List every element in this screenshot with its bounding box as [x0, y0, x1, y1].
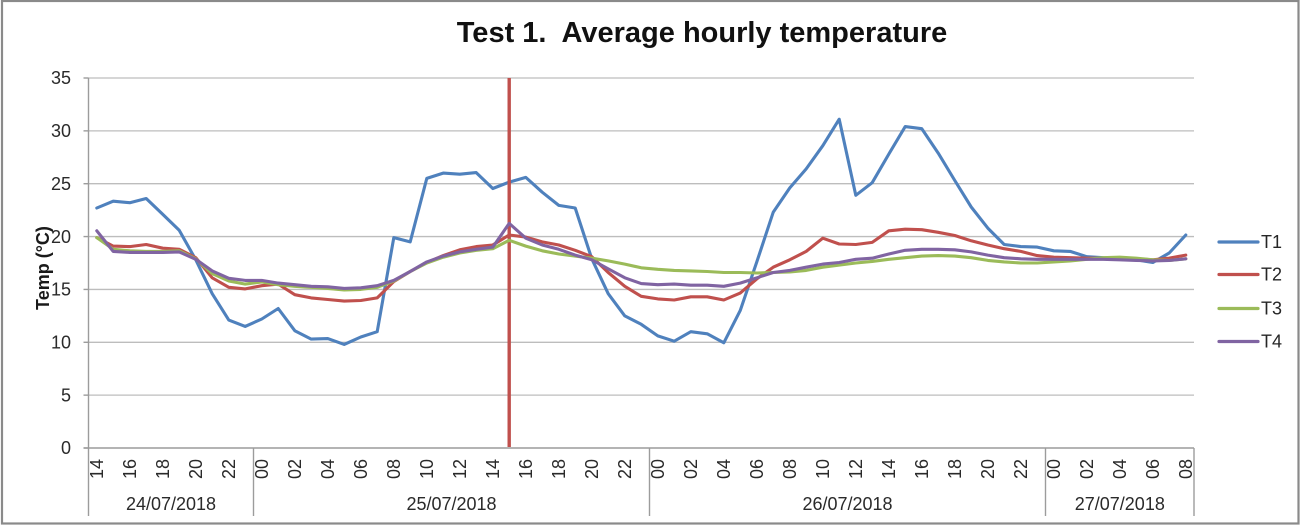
svg-text:00: 00: [1044, 459, 1064, 479]
svg-text:14: 14: [483, 459, 503, 479]
svg-text:Test 1. Average hourly temper: Test 1. Average hourly temperature: [457, 17, 947, 49]
svg-text:20: 20: [978, 459, 998, 479]
svg-text:04: 04: [1110, 459, 1130, 479]
svg-text:08: 08: [1176, 459, 1196, 479]
svg-text:25/07/2018: 25/07/2018: [406, 494, 496, 514]
svg-text:06: 06: [1143, 459, 1163, 479]
svg-text:24/07/2018: 24/07/2018: [126, 494, 216, 514]
svg-text:20: 20: [51, 227, 71, 247]
svg-text:T3: T3: [1261, 299, 1282, 319]
svg-text:16: 16: [516, 459, 536, 479]
svg-text:18: 18: [945, 459, 965, 479]
svg-text:26/07/2018: 26/07/2018: [802, 494, 892, 514]
svg-text:00: 00: [252, 459, 272, 479]
svg-text:02: 02: [681, 459, 701, 479]
svg-text:22: 22: [615, 459, 635, 479]
svg-text:08: 08: [384, 459, 404, 479]
svg-text:15: 15: [51, 280, 71, 300]
svg-text:30: 30: [51, 121, 71, 141]
svg-text:12: 12: [846, 459, 866, 479]
svg-text:T4: T4: [1261, 332, 1282, 352]
svg-text:22: 22: [219, 459, 239, 479]
svg-text:18: 18: [549, 459, 569, 479]
svg-text:02: 02: [285, 459, 305, 479]
svg-text:02: 02: [1077, 459, 1097, 479]
svg-text:14: 14: [879, 459, 899, 479]
svg-text:04: 04: [318, 459, 338, 479]
svg-text:18: 18: [153, 459, 173, 479]
svg-text:20: 20: [186, 459, 206, 479]
svg-text:T2: T2: [1261, 265, 1282, 285]
svg-text:12: 12: [450, 459, 470, 479]
svg-text:Temp (°C): Temp (°C): [33, 226, 53, 310]
svg-text:14: 14: [87, 459, 107, 479]
svg-text:04: 04: [714, 459, 734, 479]
svg-text:25: 25: [51, 174, 71, 194]
svg-text:0: 0: [61, 438, 71, 458]
svg-text:35: 35: [51, 68, 71, 88]
svg-text:27/07/2018: 27/07/2018: [1075, 494, 1165, 514]
svg-text:5: 5: [61, 385, 71, 405]
svg-text:22: 22: [1011, 459, 1031, 479]
svg-text:16: 16: [120, 459, 140, 479]
svg-text:10: 10: [51, 333, 71, 353]
svg-text:10: 10: [813, 459, 833, 479]
svg-text:10: 10: [417, 459, 437, 479]
svg-text:08: 08: [780, 459, 800, 479]
svg-text:06: 06: [747, 459, 767, 479]
svg-text:20: 20: [582, 459, 602, 479]
svg-text:16: 16: [912, 459, 932, 479]
svg-text:T1: T1: [1261, 232, 1282, 252]
svg-text:06: 06: [351, 459, 371, 479]
svg-text:00: 00: [648, 459, 668, 479]
